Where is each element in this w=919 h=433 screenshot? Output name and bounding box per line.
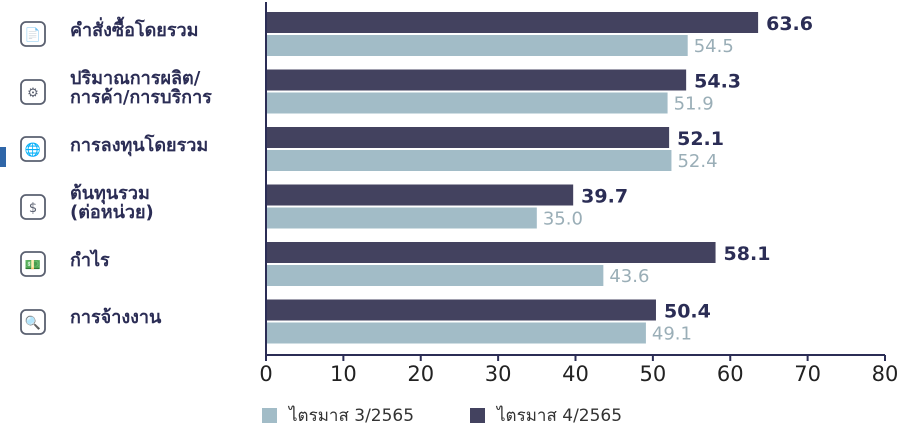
- x-tick-label-5: 50: [640, 362, 667, 386]
- category-label-2: การลงทุนโดยรวม: [70, 134, 209, 156]
- bar-q3-4: [266, 265, 604, 286]
- legend-label-q3: ไตรมาส 3/2565: [289, 405, 415, 426]
- value-label-q4-4: 58.1: [724, 243, 771, 265]
- category-label-0: คำสั่งซื้อโดยรวม: [70, 19, 199, 41]
- bar-q3-3: [266, 207, 537, 229]
- x-tick-label-0: 0: [259, 362, 272, 386]
- svg-text:📄: 📄: [25, 27, 41, 43]
- svg-text:$: $: [29, 201, 37, 216]
- value-label-q3-1: 51.9: [674, 94, 714, 115]
- x-tick-label-2: 20: [407, 362, 434, 386]
- legend-item-q3: ไตรมาส 3/2565: [262, 404, 414, 426]
- x-tick-label-7: 70: [794, 362, 821, 386]
- legend-item-q4: ไตรมาส 4/2565: [470, 404, 622, 426]
- bar-q4-4: [266, 242, 716, 263]
- value-label-q3-2: 52.4: [677, 151, 717, 172]
- magnifier-person-icon: 🔍: [18, 307, 48, 337]
- id-card-gear-icon: ⚙: [18, 77, 48, 107]
- value-label-q3-5: 49.1: [652, 324, 692, 345]
- bar-q3-0: [266, 35, 688, 56]
- legend-swatch-q4: [470, 407, 485, 423]
- money-stack-icon: 💵: [18, 249, 48, 279]
- x-tick-label-6: 60: [717, 362, 744, 386]
- document-person-icon: 📄: [18, 19, 48, 49]
- value-label-q3-4: 43.6: [609, 266, 649, 287]
- value-label-q4-0: 63.6: [766, 13, 813, 35]
- bar-q3-5: [266, 322, 646, 344]
- bar-q4-0: [266, 12, 759, 33]
- svg-text:🔍: 🔍: [25, 314, 41, 331]
- x-tick-label-3: 30: [485, 362, 512, 386]
- category-label-3: ต้นทุนรวม (ต่อหน่วย): [70, 182, 154, 223]
- bar-q4-2: [266, 127, 670, 148]
- side-accent-mark: [0, 147, 6, 167]
- globe-handshake-icon: 🌐: [18, 134, 48, 164]
- value-label-q4-2: 52.1: [677, 128, 724, 150]
- value-label-q4-3: 39.7: [581, 186, 628, 208]
- legend-swatch-q3: [262, 407, 277, 423]
- dollar-gear-icon: $: [18, 192, 48, 222]
- bar-q4-5: [266, 299, 656, 321]
- svg-text:💵: 💵: [25, 258, 41, 273]
- category-label-5: การจ้างงาน: [70, 307, 162, 328]
- x-tick-label-1: 10: [330, 362, 357, 386]
- value-label-q4-1: 54.3: [694, 71, 741, 93]
- x-tick-label-4: 40: [562, 362, 589, 386]
- svg-text:🌐: 🌐: [25, 142, 41, 158]
- bar-q3-2: [266, 150, 672, 171]
- value-label-q3-0: 54.5: [694, 36, 734, 57]
- bar-q3-1: [266, 92, 668, 114]
- x-tick-label-8: 80: [872, 362, 899, 386]
- value-label-q4-5: 50.4: [664, 301, 711, 323]
- value-label-q3-3: 35.0: [543, 209, 583, 230]
- category-label-4: กำไร: [70, 249, 110, 271]
- legend-label-q4: ไตรมาส 4/2565: [497, 405, 623, 426]
- category-label-1: ปริมาณการผลิต/ การค้า/การบริการ: [70, 67, 212, 108]
- bar-q4-1: [266, 69, 687, 91]
- bar-q4-3: [266, 184, 574, 206]
- svg-text:⚙: ⚙: [27, 86, 39, 101]
